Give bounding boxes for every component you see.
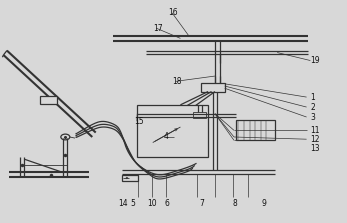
- Bar: [201, 83, 225, 92]
- Text: 4: 4: [163, 132, 168, 141]
- Text: 18: 18: [172, 77, 181, 86]
- Text: 1: 1: [310, 93, 315, 102]
- Text: 12: 12: [310, 135, 320, 144]
- Text: 13: 13: [310, 144, 320, 153]
- Bar: [122, 175, 138, 181]
- Text: 7: 7: [200, 199, 204, 208]
- Text: 10: 10: [147, 199, 157, 208]
- Text: 15: 15: [134, 117, 143, 126]
- Text: 19: 19: [310, 56, 320, 65]
- Text: 11: 11: [310, 126, 320, 135]
- Text: 17: 17: [153, 24, 162, 33]
- Bar: [193, 112, 206, 118]
- Bar: [236, 120, 276, 140]
- Text: 2: 2: [310, 103, 315, 112]
- Text: 14: 14: [118, 199, 128, 208]
- Text: 5: 5: [130, 199, 135, 208]
- Text: 16: 16: [168, 8, 178, 17]
- Bar: [41, 96, 57, 104]
- Text: 6: 6: [165, 199, 170, 208]
- Text: 9: 9: [262, 199, 266, 208]
- Text: 3: 3: [310, 113, 315, 122]
- Text: 8: 8: [232, 199, 237, 208]
- Bar: [137, 105, 208, 157]
